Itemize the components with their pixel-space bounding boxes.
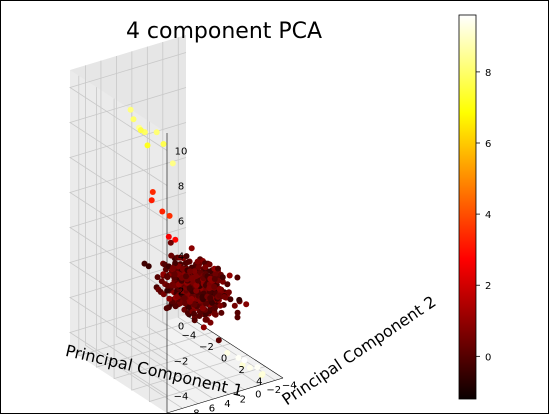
data-point: [187, 285, 193, 291]
data-point: [213, 312, 219, 318]
data-point: [193, 288, 199, 294]
data-point: [145, 142, 151, 148]
z-tick-label: 10: [175, 147, 188, 158]
data-point: [220, 274, 226, 280]
data-point: [150, 189, 156, 195]
data-point: [149, 197, 155, 203]
data-point: [212, 276, 218, 282]
z-tick-label: 2: [178, 287, 184, 298]
data-point: [217, 303, 223, 309]
data-point: [193, 273, 199, 279]
data-point: [165, 274, 171, 280]
colorbar-gradient: [459, 15, 476, 399]
data-point: [192, 317, 198, 323]
data-point: [224, 281, 230, 287]
data-point: [185, 259, 191, 265]
data-point: [215, 266, 221, 272]
z-tick-label: 4: [178, 252, 184, 263]
data-point: [207, 295, 213, 301]
x-tick-label: 0: [221, 354, 227, 365]
data-point: [226, 289, 232, 295]
data-point: [202, 264, 208, 270]
data-point: [173, 303, 179, 309]
data-point: [170, 265, 176, 271]
x-tick-label: 4: [256, 377, 262, 388]
data-point: [131, 116, 137, 122]
y-tick-label: 8: [193, 408, 199, 414]
data-point: [154, 129, 160, 135]
x-tick-label: 2: [239, 365, 245, 376]
z-tick-label: 6: [178, 217, 184, 228]
data-point: [212, 305, 218, 311]
data-point: [142, 261, 148, 267]
y-tick-label: 4: [224, 399, 230, 410]
data-point: [221, 294, 227, 300]
y-tick-label: 6: [209, 404, 215, 414]
data-point: [235, 310, 241, 316]
colorbar-tick-label: 8: [485, 68, 491, 79]
data-point: [254, 364, 260, 370]
data-point: [195, 259, 201, 265]
data-point: [167, 213, 173, 219]
data-point: [187, 299, 193, 305]
data-point: [128, 107, 134, 113]
data-point: [211, 284, 217, 290]
colorbar-tick-label: 6: [485, 139, 491, 150]
data-point: [164, 305, 170, 311]
data-point: [201, 324, 207, 330]
chart-title: 4 component PCA: [126, 19, 322, 44]
data-point: [241, 357, 247, 363]
data-point: [218, 310, 224, 316]
z-tick-label: 8: [178, 182, 184, 193]
data-point: [138, 127, 144, 133]
data-point: [227, 273, 233, 279]
y-tick-label: 0: [255, 390, 261, 401]
data-point: [168, 240, 174, 246]
data-point: [216, 337, 222, 343]
x-tick-label: −2: [199, 342, 214, 353]
colorbar: 0 2 4 6 8: [459, 15, 491, 399]
data-point: [196, 313, 202, 319]
data-point: [234, 275, 240, 281]
data-point: [168, 253, 174, 259]
data-point: [203, 317, 209, 323]
data-point: [217, 286, 223, 292]
z-tick-label: −4: [174, 392, 189, 403]
data-point: [172, 271, 178, 277]
data-point: [184, 253, 190, 259]
z-tick-label: 0: [178, 322, 184, 333]
data-point: [243, 301, 249, 307]
data-point: [191, 311, 197, 317]
colorbar-tick-label: 2: [485, 281, 491, 292]
data-point: [227, 296, 233, 302]
data-point: [232, 303, 238, 309]
data-point: [247, 365, 253, 371]
data-point: [166, 296, 172, 302]
data-point: [236, 297, 242, 303]
colorbar-tick-label: 4: [485, 210, 491, 221]
y-axis-label: Principal Component 2: [278, 292, 439, 409]
data-point: [189, 245, 195, 251]
data-point: [170, 160, 176, 166]
data-point: [159, 209, 165, 215]
data-point: [183, 273, 189, 279]
data-point: [187, 268, 193, 274]
data-point: [166, 234, 172, 240]
data-point: [161, 141, 167, 147]
colorbar-tick-label: 0: [485, 352, 491, 363]
data-point: [235, 355, 241, 361]
data-point: [155, 274, 161, 280]
